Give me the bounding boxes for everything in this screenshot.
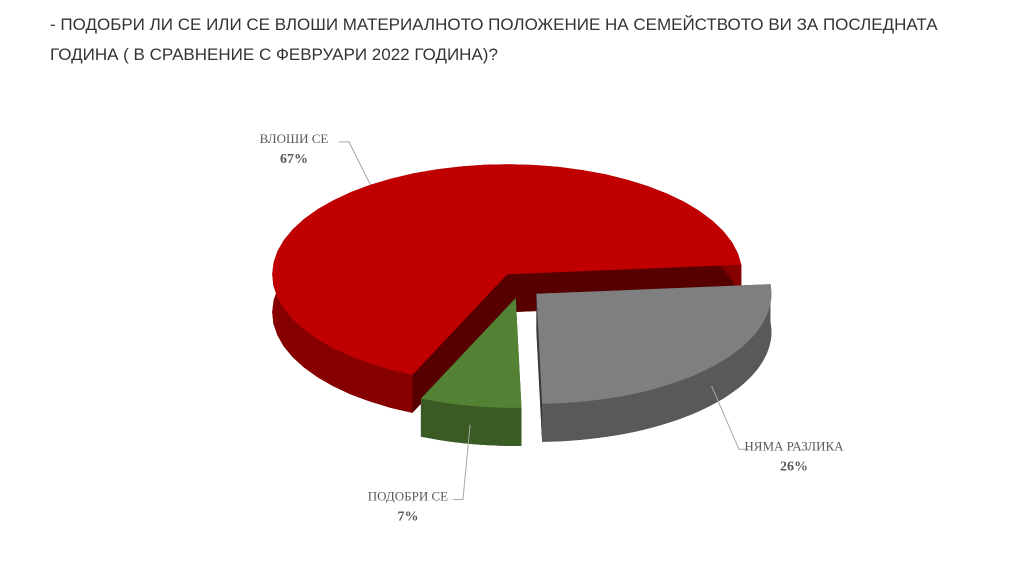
chart-title: - ПОДОБРИ ЛИ СЕ ИЛИ СЕ ВЛОШИ МАТЕРИАЛНОТ… (50, 15, 938, 64)
slice-side (412, 274, 508, 413)
leader-line (339, 141, 371, 186)
data-label-category: НЯМА РАЗЛИКА (744, 438, 844, 453)
data-label-category: ПОДОБРИ СЕ (368, 488, 448, 503)
pie-slice (536, 284, 772, 442)
pie-slice (420, 297, 522, 446)
data-label-value: 26% (780, 460, 808, 475)
slice-wall (420, 398, 522, 446)
slice-side (536, 293, 543, 442)
slice-top (272, 164, 742, 375)
slice-wall (542, 284, 772, 442)
data-label-value: 7% (397, 510, 418, 525)
leader-line (452, 424, 471, 500)
data-label-value: 67% (280, 152, 308, 167)
leader-line (711, 385, 749, 450)
slice-top (536, 284, 772, 404)
slice-top (420, 297, 522, 408)
data-label-category: ВЛОШИ СЕ (260, 131, 329, 146)
